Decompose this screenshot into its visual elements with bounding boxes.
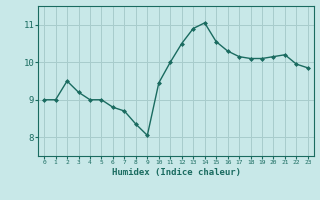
X-axis label: Humidex (Indice chaleur): Humidex (Indice chaleur) (111, 168, 241, 177)
